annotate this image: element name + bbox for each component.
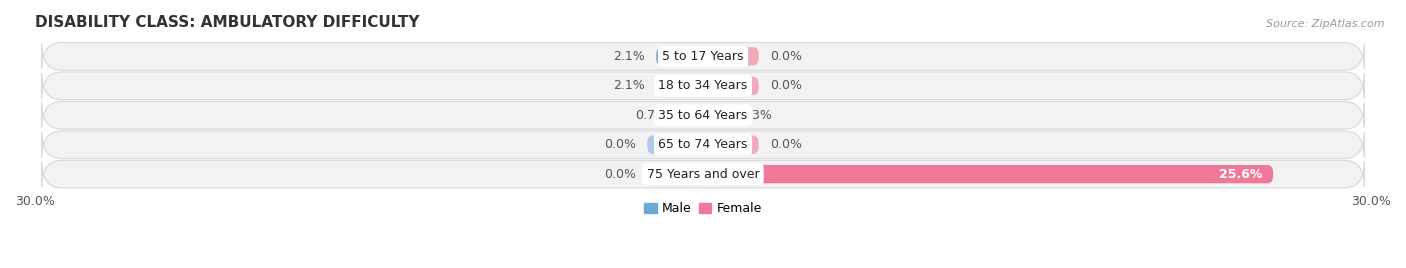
FancyBboxPatch shape bbox=[703, 136, 759, 154]
FancyBboxPatch shape bbox=[647, 136, 703, 154]
Text: 25.6%: 25.6% bbox=[1219, 168, 1263, 181]
Text: 0.0%: 0.0% bbox=[770, 138, 801, 151]
Text: 0.0%: 0.0% bbox=[605, 168, 636, 181]
FancyBboxPatch shape bbox=[703, 165, 1272, 183]
Text: 2.1%: 2.1% bbox=[613, 50, 645, 63]
FancyBboxPatch shape bbox=[703, 47, 759, 65]
FancyBboxPatch shape bbox=[657, 47, 703, 65]
FancyBboxPatch shape bbox=[42, 160, 1364, 188]
Text: 75 Years and over: 75 Years and over bbox=[647, 168, 759, 181]
Text: 0.83%: 0.83% bbox=[733, 109, 772, 122]
Text: 0.0%: 0.0% bbox=[770, 79, 801, 92]
Text: 18 to 34 Years: 18 to 34 Years bbox=[658, 79, 748, 92]
FancyBboxPatch shape bbox=[657, 77, 703, 95]
Text: 0.74%: 0.74% bbox=[636, 109, 675, 122]
Text: 5 to 17 Years: 5 to 17 Years bbox=[662, 50, 744, 63]
Text: 2.1%: 2.1% bbox=[613, 79, 645, 92]
Text: 0.0%: 0.0% bbox=[605, 138, 636, 151]
Text: 65 to 74 Years: 65 to 74 Years bbox=[658, 138, 748, 151]
Text: 35 to 64 Years: 35 to 64 Years bbox=[658, 109, 748, 122]
FancyBboxPatch shape bbox=[647, 165, 703, 183]
Text: Source: ZipAtlas.com: Source: ZipAtlas.com bbox=[1267, 19, 1385, 29]
FancyBboxPatch shape bbox=[42, 72, 1364, 100]
Text: 0.0%: 0.0% bbox=[770, 50, 801, 63]
Text: DISABILITY CLASS: AMBULATORY DIFFICULTY: DISABILITY CLASS: AMBULATORY DIFFICULTY bbox=[35, 15, 419, 30]
FancyBboxPatch shape bbox=[42, 131, 1364, 159]
FancyBboxPatch shape bbox=[703, 106, 721, 124]
FancyBboxPatch shape bbox=[686, 106, 703, 124]
FancyBboxPatch shape bbox=[42, 43, 1364, 70]
Legend: Male, Female: Male, Female bbox=[640, 197, 766, 220]
FancyBboxPatch shape bbox=[42, 101, 1364, 129]
FancyBboxPatch shape bbox=[703, 77, 759, 95]
